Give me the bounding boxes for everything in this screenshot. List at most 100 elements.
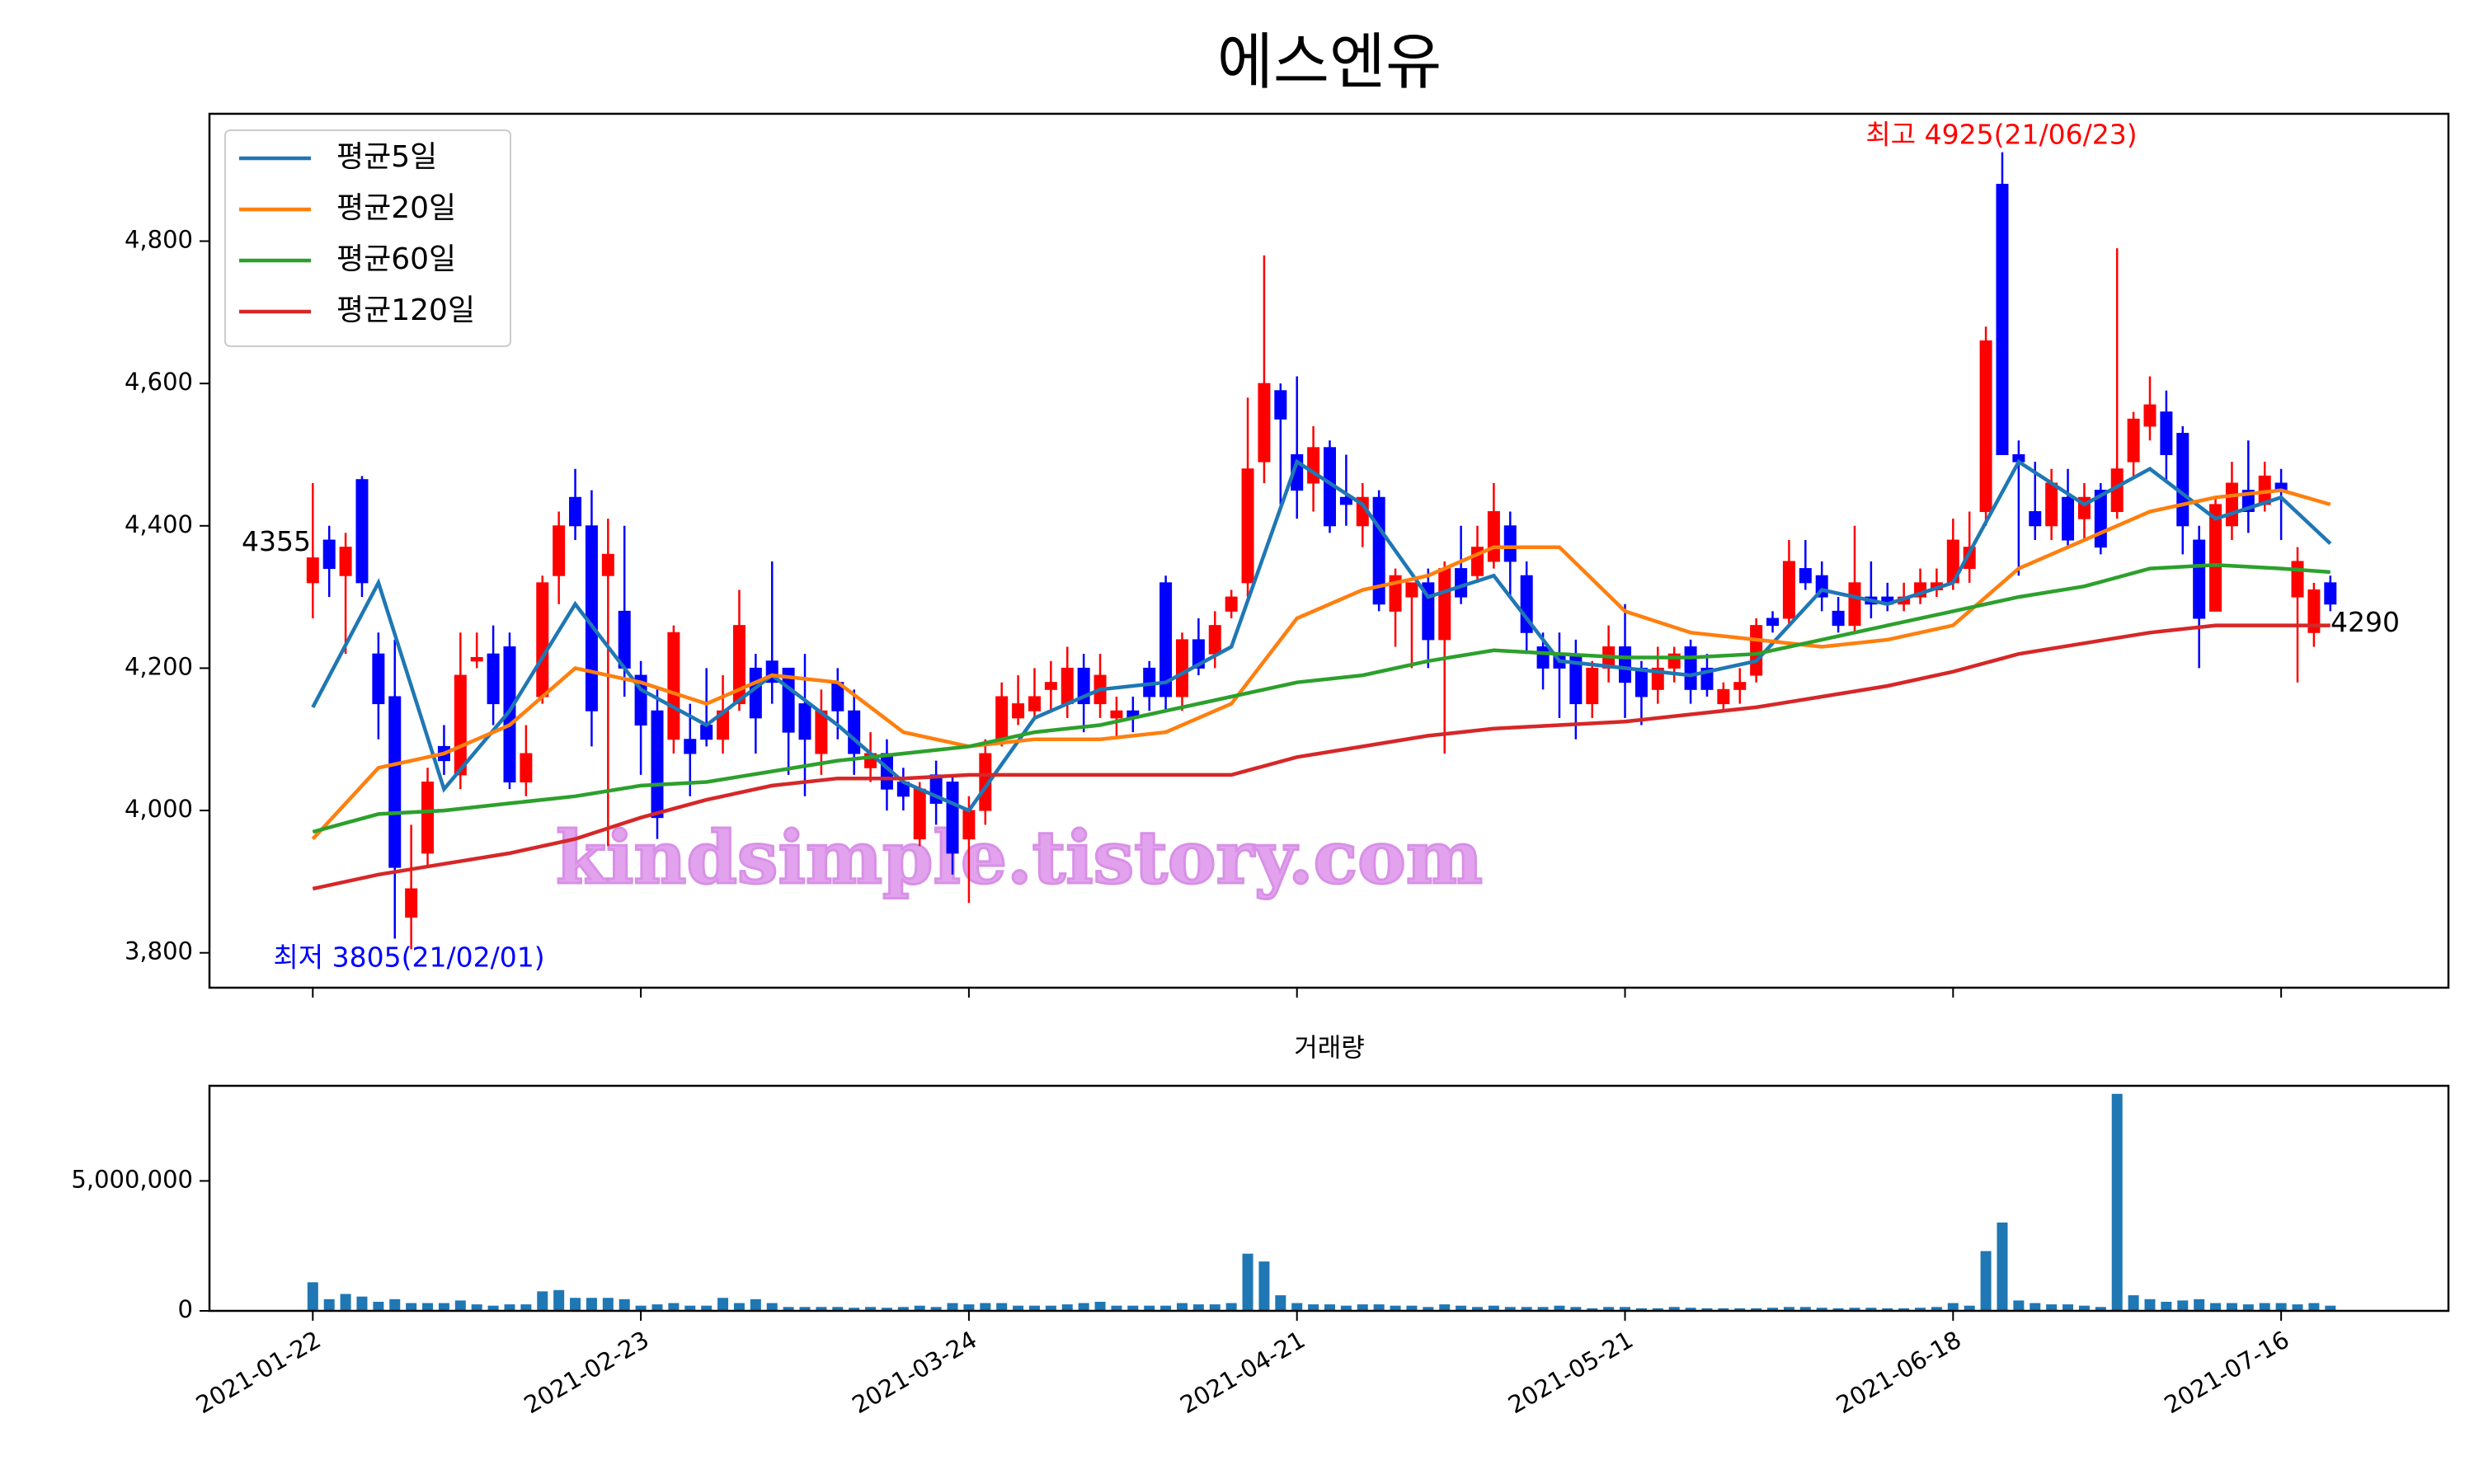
volume-bar (1111, 1305, 1122, 1311)
volume-bar (947, 1303, 958, 1311)
volume-bar (1028, 1305, 1040, 1311)
legend-label: 평균20일 (336, 191, 456, 225)
candle-body (454, 674, 467, 776)
high-annotation: 최고 4925(21/06/23) (1865, 119, 2137, 151)
candle-body (470, 656, 483, 662)
volume-bar (1340, 1305, 1352, 1311)
candle-body (1405, 582, 1418, 598)
candle-body (1241, 468, 1254, 584)
chart-title: 에스엔유 (1217, 27, 1442, 98)
candle-body (962, 810, 976, 840)
candle-body (2062, 496, 2075, 541)
volume-bar (2030, 1303, 2041, 1311)
volume-bar (1472, 1307, 1484, 1311)
y-tick-label: 4,800 (125, 226, 193, 254)
volume-bar (520, 1304, 532, 1311)
y-tick-label: 4,200 (125, 652, 193, 680)
legend-label: 평균5일 (336, 140, 437, 174)
candle-body (1208, 625, 1221, 655)
volume-bar (504, 1304, 515, 1311)
candle-body (355, 479, 369, 584)
candle-body (1766, 618, 1780, 627)
candle-body (1520, 575, 1533, 633)
candle-body (2143, 404, 2157, 427)
candle-body (995, 696, 1009, 740)
volume-bar (1997, 1222, 2008, 1311)
candle-body (1848, 582, 1861, 627)
y-tick-label: 3,800 (125, 937, 193, 965)
volume-bar (750, 1298, 761, 1311)
volume-bar (2242, 1304, 2254, 1311)
candle-body (536, 582, 549, 697)
plot-frame (208, 112, 2450, 989)
candle-body (1110, 710, 1123, 719)
volume-bar (2111, 1093, 2123, 1311)
candle-body (1536, 646, 1550, 669)
volume-bar (1734, 1308, 1746, 1311)
volume-bar (1291, 1303, 1303, 1311)
candle-body (1258, 383, 1271, 463)
volume-bar (2177, 1300, 2189, 1311)
volume-bar (635, 1305, 647, 1311)
candle-body (1012, 703, 1025, 719)
candle-body (1503, 525, 1517, 562)
volume-bar (832, 1307, 844, 1311)
candle-body (372, 653, 385, 705)
volume-bar (881, 1308, 892, 1311)
volume-bar (996, 1303, 1008, 1311)
volume-bar (1635, 1308, 1647, 1311)
volume-bar (701, 1305, 713, 1311)
volume-bar (2144, 1298, 2156, 1311)
candle-body (1225, 596, 1238, 612)
candle-body (339, 547, 352, 576)
candle-body (1044, 682, 1057, 690)
candle-body (1717, 688, 1730, 705)
volume-bar (2128, 1295, 2139, 1311)
volume-title: 거래량 (1294, 1034, 1365, 1064)
candle-body (798, 703, 811, 740)
volume-bar (1160, 1305, 1172, 1311)
volume-bar (1980, 1251, 1992, 1311)
volume-bar (2161, 1301, 2172, 1311)
candle-body (1619, 646, 1632, 683)
ma-line (312, 623, 2331, 891)
volume-bar (1308, 1304, 1319, 1311)
volume-bar (307, 1282, 318, 1311)
volume-bar (1931, 1307, 1942, 1311)
candle-body (2193, 539, 2206, 619)
volume-bar (733, 1303, 745, 1311)
volume-bar (323, 1298, 335, 1311)
ma-line (311, 458, 2332, 813)
volume-bar (471, 1304, 482, 1311)
volume-bar (1456, 1305, 1467, 1311)
volume-bar (1357, 1304, 1368, 1311)
candle-body (651, 710, 664, 819)
candle-body (1963, 547, 1976, 570)
volume-bar (1176, 1303, 1188, 1311)
volume-bar (356, 1296, 368, 1311)
volume-bar (1061, 1304, 1073, 1311)
volume-bar (1947, 1303, 1959, 1311)
candle-body (421, 782, 435, 854)
y-tick-label: 4,400 (125, 510, 193, 538)
volume-bar (1521, 1307, 1532, 1311)
candle-body (306, 557, 319, 584)
volume-bar (1275, 1295, 1286, 1311)
volume-bar (2325, 1305, 2336, 1311)
candle-body (1159, 582, 1173, 697)
candle-body (2291, 561, 2304, 598)
candle-body (1996, 183, 2009, 455)
volume-bar (1865, 1308, 1877, 1311)
candle-body (388, 696, 402, 868)
candle-body (2029, 511, 2042, 527)
volume-bar (2062, 1304, 2074, 1311)
volume-bar (1603, 1307, 1615, 1311)
volume-bar (1832, 1308, 1844, 1311)
volume-bar (2292, 1304, 2303, 1311)
legend-box (224, 129, 511, 347)
candle-body (2176, 433, 2189, 527)
volume-bar (2210, 1303, 2222, 1311)
volume-bar (454, 1300, 466, 1311)
candle-body (1634, 667, 1648, 697)
